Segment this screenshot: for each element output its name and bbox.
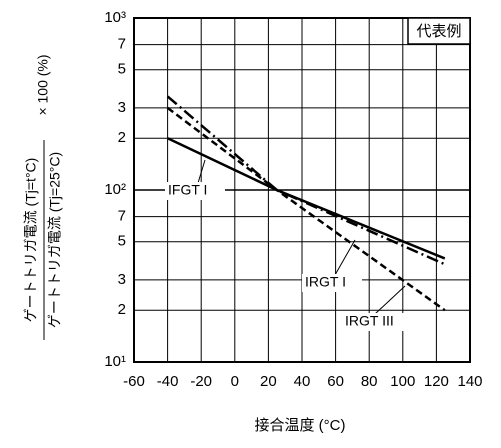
plot-frame [133, 17, 471, 363]
x-tick-label: 80 [361, 373, 378, 390]
leader-line [197, 159, 206, 184]
x-tick-label: 0 [231, 373, 239, 390]
y-tick-label: 5 [118, 233, 126, 250]
series-line [166, 106, 446, 312]
x-tick-label: -20 [190, 373, 212, 390]
corner-label-box [407, 17, 471, 45]
y-tick-label: 2 [118, 129, 126, 146]
x-tick-label: 20 [260, 373, 277, 390]
x-tick-label: 140 [457, 373, 482, 390]
series-label: IRGT I [305, 274, 346, 290]
y-tick-label: 3 [118, 99, 126, 116]
x-tick-label: 60 [327, 373, 344, 390]
leader-line [334, 239, 356, 276]
y-tick-label: 10¹ [104, 353, 126, 370]
y-tick-label: 3 [118, 271, 126, 288]
x-tick-label: 100 [390, 373, 415, 390]
series-label-bg [302, 274, 362, 292]
x-tick-label: 40 [294, 373, 311, 390]
series-label-bg [342, 313, 420, 331]
y-label-numerator: ゲートトリガ電流 (Tj=t°C) [23, 158, 39, 323]
x-tick-label: 120 [424, 373, 449, 390]
y-tick-label: 7 [118, 36, 126, 53]
y-axis-label: ゲートトリガ電流 (Tj=t°C) ゲートトリガ電流 (Tj=25°C) × 1… [23, 54, 63, 340]
series-label: IFGT I [168, 182, 207, 198]
y-tick-label: 5 [118, 61, 126, 78]
y-tick-label: 2 [118, 301, 126, 318]
series-label: IRGT III [345, 313, 394, 329]
y-tick-label: 7 [118, 208, 126, 225]
x-tick-label: -60 [123, 373, 145, 390]
series-label-bg [165, 182, 225, 200]
corner-label: 代表例 [416, 23, 461, 40]
y-tick-label: 10² [104, 181, 126, 198]
y-label-factor: × 100 (%) [35, 54, 51, 115]
x-tick-label: -40 [157, 373, 179, 390]
leader-line [374, 285, 406, 315]
x-axis-label: 接合温度 (°C) [255, 417, 346, 434]
y-tick-label: 10³ [104, 9, 126, 26]
y-label-denominator: ゲートトリガ電流 (Tj=25°C) [47, 152, 63, 328]
